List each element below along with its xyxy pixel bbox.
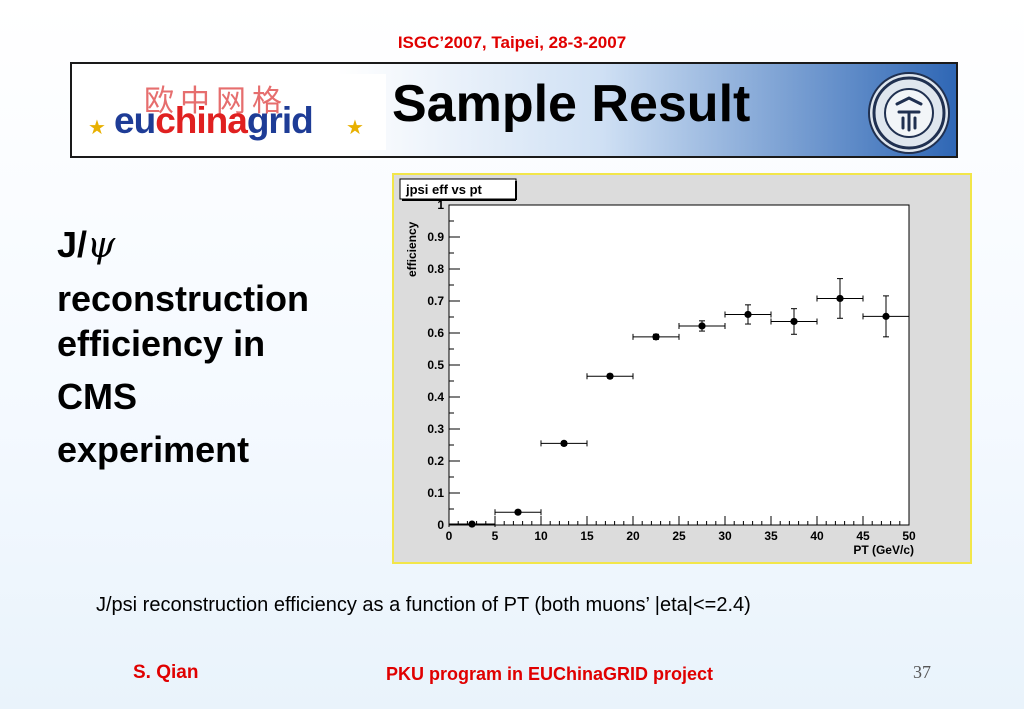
slide-title: Sample Result [392, 75, 751, 133]
y-axis-label: efficiency [405, 221, 419, 277]
data-point [862, 295, 910, 338]
point-marker [698, 322, 706, 330]
x-tick-label: 40 [810, 529, 824, 543]
data-point [586, 372, 634, 380]
x-tick-label: 25 [672, 529, 686, 543]
conference-header: ISGC’2007, Taipei, 28-3-2007 [397, 33, 627, 52]
plot-area [448, 204, 910, 526]
bullet-line: efficiency in [57, 323, 266, 364]
point-marker [882, 312, 890, 320]
y-tick-label: 0.1 [427, 486, 444, 500]
y-tick-label: 0.3 [427, 422, 444, 436]
data-point [494, 508, 542, 516]
x-axis-label: PT (GeV/c) [853, 543, 914, 557]
data-point [678, 320, 726, 332]
data-point [448, 520, 496, 528]
bullet-line: experiment [57, 429, 250, 470]
bullet-line: CMS [57, 376, 137, 417]
y-tick-label: 0.7 [427, 294, 444, 308]
y-tick-label: 0.4 [427, 390, 444, 404]
y-tick-label: 1 [437, 198, 444, 212]
efficiency-chart: 0 5 10 15 20 25 30 35 40 45 50 0 0.1 0.2 0.3 0.4 0.5 0.6 0… [392, 173, 972, 564]
logo-part-grid: grid [246, 100, 314, 141]
seal-icon [872, 76, 946, 150]
star-icon: ★ [88, 117, 106, 139]
pku-seal-logo [868, 72, 950, 154]
axis-ticks: 0 5 10 15 20 25 30 35 40 45 50 0 0.1 0.2 0.3 0.4 0.5 0.6 0… [427, 198, 916, 543]
y-tick-label: 0.9 [427, 230, 444, 244]
bullet-line: J/ψ [57, 224, 116, 266]
footer-author: S. Qian [133, 662, 199, 683]
point-marker [468, 520, 476, 528]
title-banner: 欧中网格 ★ euchinagrid ★ Sample Result [70, 62, 958, 158]
chart-title: jpsi eff vs pt [405, 182, 483, 197]
data-points [448, 278, 910, 528]
y-tick-label: 0.6 [427, 326, 444, 340]
logo-part-eu: eu [114, 100, 156, 141]
y-tick-label: 0.5 [427, 358, 444, 372]
logo-english-text: euchinagrid [114, 100, 314, 142]
figure-caption: J/psi reconstruction efficiency as a fun… [96, 594, 751, 616]
data-point [632, 333, 680, 341]
x-tick-label: 35 [764, 529, 778, 543]
point-marker [744, 310, 752, 319]
x-tick-label: 5 [492, 529, 499, 543]
point-marker [560, 439, 568, 447]
logo-chinese-text: 欧中网格 [144, 84, 288, 119]
point-marker [606, 372, 614, 380]
point-marker [790, 317, 798, 326]
chart-svg: 0 5 10 15 20 25 30 35 40 45 50 0 0.1 0.2 0.3 0.4 0.5 0.6 0… [399, 178, 916, 557]
x-tick-label: 15 [580, 529, 594, 543]
footer-program: PKU program in EUChinaGRID project [386, 664, 714, 684]
bullet-line: reconstruction [57, 278, 310, 319]
y-tick-label: 0.8 [427, 262, 444, 276]
point-marker [514, 508, 522, 516]
x-tick-label: 30 [718, 529, 732, 543]
data-point [724, 304, 772, 325]
y-tick-label: 0.2 [427, 454, 444, 468]
star-icon: ★ [346, 117, 364, 139]
x-tick-label: 20 [626, 529, 640, 543]
page-number: 37 [913, 662, 931, 682]
data-point [770, 308, 818, 335]
x-tick-label: 50 [902, 529, 916, 543]
x-tick-label: 0 [446, 529, 453, 543]
y-tick-label: 0 [437, 518, 444, 532]
chart-title-box: jpsi eff vs pt [399, 178, 517, 201]
x-tick-label: 10 [534, 529, 548, 543]
point-marker [836, 294, 844, 303]
data-point [816, 278, 864, 319]
logo-part-china: china [155, 100, 248, 141]
point-marker [652, 333, 660, 341]
data-point [540, 439, 588, 447]
x-tick-label: 45 [856, 529, 870, 543]
bullet-text: J/ψ reconstruction efficiency in CMS exp… [57, 222, 309, 472]
euchinagrid-logo: 欧中网格 ★ euchinagrid ★ [84, 74, 386, 150]
